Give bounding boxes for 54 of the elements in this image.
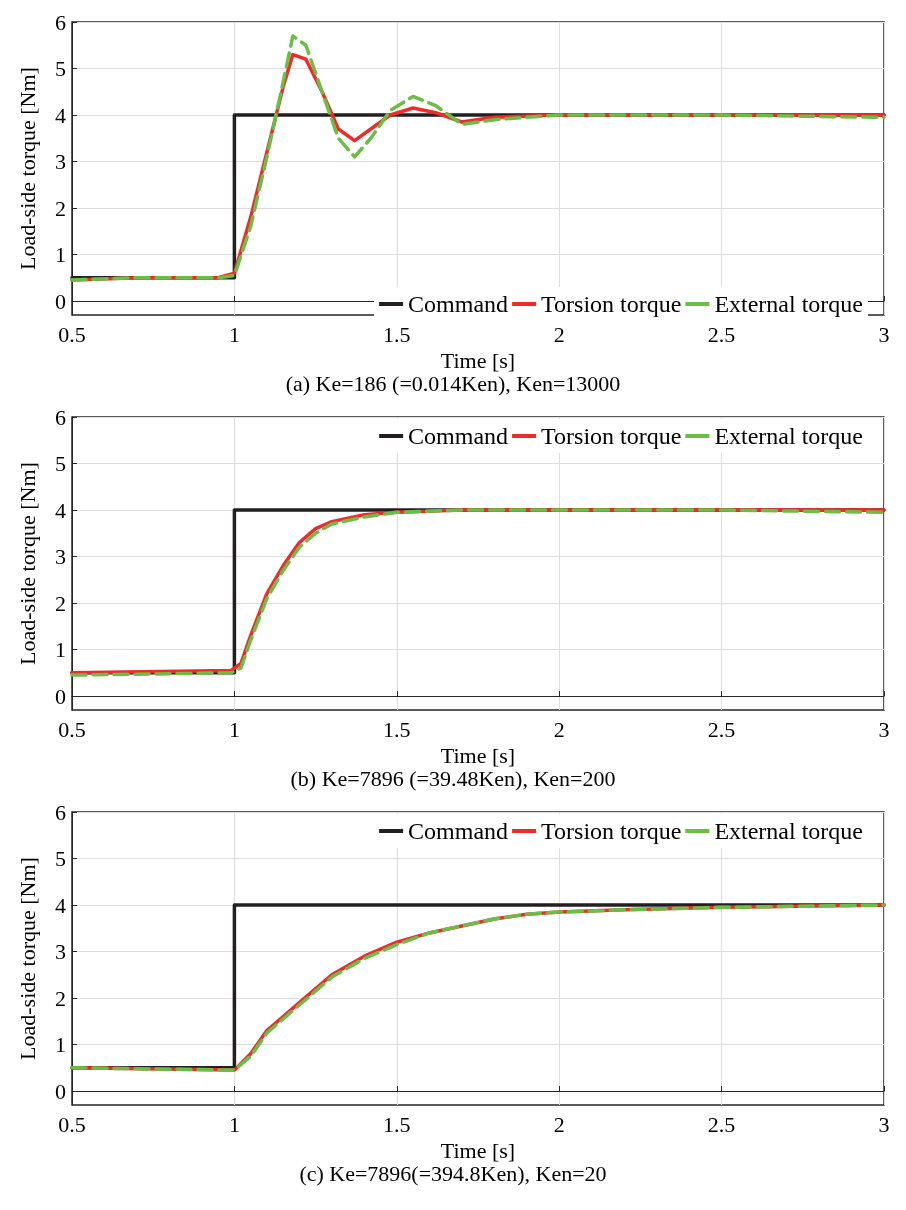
x-tick-label: 2: [553, 716, 565, 742]
y-tick-label: 6: [55, 9, 66, 35]
legend-label: External torque: [714, 818, 863, 844]
y-tick-label: 5: [55, 56, 66, 82]
y-tick-label: 4: [55, 497, 66, 523]
y-tick-label: 4: [55, 892, 66, 918]
y-tick-label: 0: [55, 683, 66, 709]
legend-label: Command: [408, 423, 509, 449]
y-axis-title: Load-side torque [Nm]: [14, 857, 40, 1060]
x-tick-label: 1: [228, 321, 240, 347]
x-tick-label: 1.5: [383, 1111, 411, 1137]
y-tick-label: 3: [55, 544, 66, 570]
legend-label: Torsion torque: [541, 423, 682, 449]
x-tick-label: 1.5: [383, 716, 411, 742]
y-tick-label: 1: [55, 242, 66, 268]
y-axis-title: Load-side torque [Nm]: [14, 67, 40, 270]
x-tick-label: 2.5: [707, 321, 736, 347]
y-tick-label: 5: [55, 451, 66, 477]
x-tick-label: 3: [878, 716, 890, 742]
y-tick-label: 4: [55, 102, 66, 128]
y-tick-label: 3: [55, 939, 66, 965]
y-tick-label: 2: [55, 195, 66, 221]
legend-label: External torque: [714, 291, 863, 317]
x-tick-label: 3: [878, 1111, 890, 1137]
x-tick-label: 0.5: [58, 716, 86, 742]
y-tick-label: 2: [55, 985, 66, 1011]
y-tick-label: 5: [55, 846, 66, 872]
x-tick-label: 1: [228, 716, 240, 742]
x-axis-title: Time [s]: [440, 743, 516, 769]
y-tick-label: 1: [55, 1032, 66, 1058]
legend-label: Command: [408, 818, 509, 844]
x-tick-label: 1: [228, 1111, 240, 1137]
x-tick-label: 0.5: [58, 321, 86, 347]
x-tick-label: 3: [878, 321, 890, 347]
y-tick-label: 2: [55, 590, 66, 616]
x-tick-label: 2: [553, 1111, 565, 1137]
y-tick-label: 1: [55, 637, 66, 663]
y-tick-label: 0: [55, 288, 66, 314]
y-tick-label: 3: [55, 149, 66, 175]
y-tick-label: 6: [55, 799, 66, 825]
x-axis-title: Time [s]: [440, 1138, 516, 1164]
x-axis-title: Time [s]: [440, 348, 516, 374]
x-tick-label: 2: [553, 321, 565, 347]
legend-label: Command: [408, 291, 509, 317]
y-tick-label: 6: [55, 404, 66, 430]
y-axis-title: Load-side torque [Nm]: [14, 462, 40, 665]
legend-label: External torque: [714, 423, 863, 449]
x-tick-label: 1.5: [383, 321, 411, 347]
x-tick-label: 2.5: [707, 1111, 736, 1137]
legend-label: Torsion torque: [541, 818, 682, 844]
x-tick-label: 0.5: [58, 1111, 86, 1137]
y-tick-label: 0: [55, 1078, 66, 1104]
legend-label: Torsion torque: [541, 291, 682, 317]
x-tick-label: 2.5: [707, 716, 736, 742]
